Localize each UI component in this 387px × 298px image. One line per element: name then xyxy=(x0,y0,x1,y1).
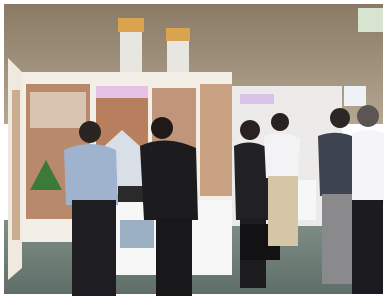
poster xyxy=(12,90,20,240)
poster-text-area xyxy=(30,92,86,128)
poster xyxy=(200,84,232,196)
lamp xyxy=(166,28,190,41)
photo xyxy=(0,0,387,298)
page: (() => { const data = JSON.parse(documen… xyxy=(0,0,387,298)
lamp xyxy=(118,18,144,32)
sign xyxy=(344,86,366,106)
poster-header xyxy=(240,94,274,104)
display-card xyxy=(120,220,154,248)
sign xyxy=(358,8,383,32)
scene xyxy=(4,4,384,296)
device xyxy=(118,186,146,202)
person xyxy=(352,105,384,294)
poster-header xyxy=(96,86,148,98)
